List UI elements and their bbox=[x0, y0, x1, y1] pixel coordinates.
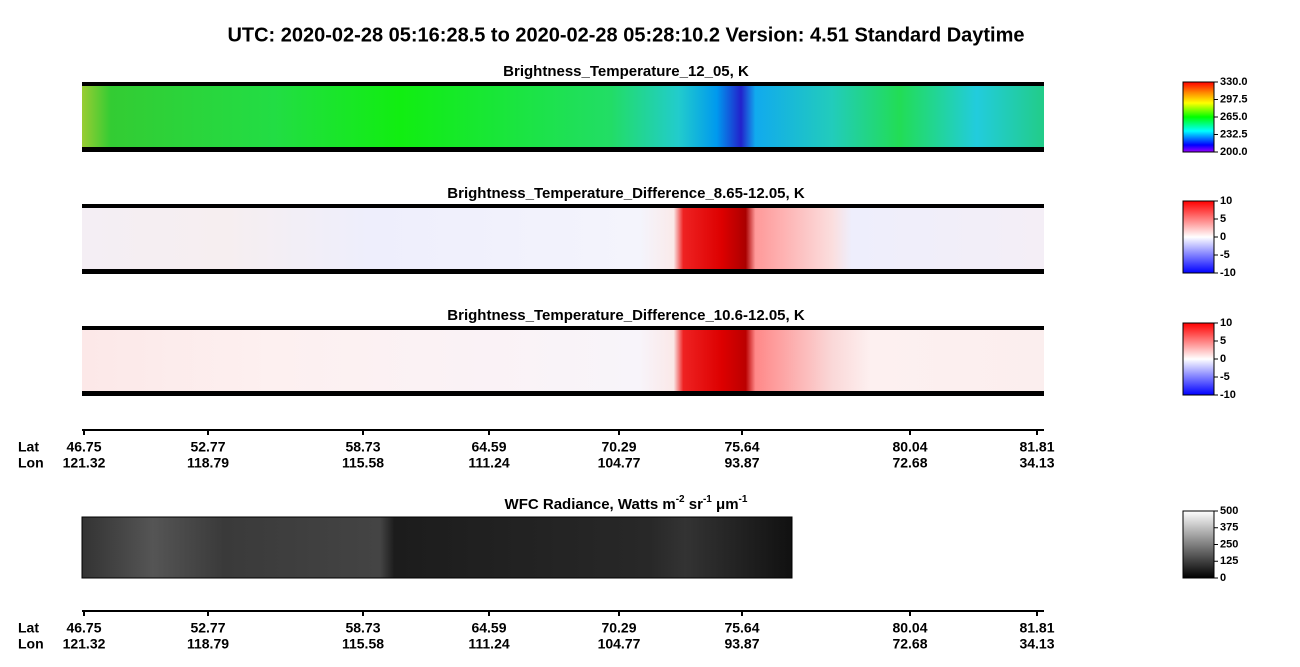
lon-label: 34.13 bbox=[1019, 636, 1054, 652]
lat-label: 64.59 bbox=[471, 620, 506, 636]
lon-label: 104.77 bbox=[598, 455, 641, 471]
title-part: -2 bbox=[676, 494, 685, 505]
lon-label: 93.87 bbox=[724, 636, 759, 652]
lon-label: 115.58 bbox=[342, 455, 384, 471]
panel-title: Brightness_Temperature_Difference_10.6-1… bbox=[447, 307, 805, 324]
lat-label: 75.64 bbox=[724, 439, 759, 455]
colorbar-tick-label: -10 bbox=[1220, 389, 1236, 401]
wfc-image bbox=[81, 516, 793, 579]
lat-label: 58.73 bbox=[345, 439, 380, 455]
axis-label: Lon bbox=[18, 636, 44, 652]
lon-label: 72.68 bbox=[892, 636, 927, 652]
colorbar-tick-label: 125 bbox=[1220, 555, 1238, 567]
colorbar bbox=[1182, 81, 1215, 153]
panel-title: Brightness_Temperature_Difference_8.65-1… bbox=[447, 185, 805, 202]
colorbar-tick-label: 500 bbox=[1220, 505, 1238, 517]
colorbar-tick-label: 0 bbox=[1220, 231, 1226, 243]
colorbar-tick-label: 10 bbox=[1220, 195, 1232, 207]
swath-borders bbox=[82, 82, 1044, 396]
lat-label: 80.04 bbox=[892, 439, 927, 455]
panel-title: WFC Radiance, Watts m-2 sr-1 μm-1 bbox=[505, 494, 748, 513]
title-part: -1 bbox=[739, 494, 748, 505]
colorbar-tick-label: 297.5 bbox=[1220, 93, 1248, 105]
panel-images bbox=[81, 82, 1044, 579]
colorbar-tick-label: 0 bbox=[1220, 353, 1226, 365]
lon-label: 34.13 bbox=[1019, 455, 1054, 471]
lon-label: 115.58 bbox=[342, 636, 384, 652]
lon-label: 111.24 bbox=[468, 636, 509, 652]
lat-label: 70.29 bbox=[601, 620, 636, 636]
lat-label: 58.73 bbox=[345, 620, 380, 636]
lat-label: 81.81 bbox=[1019, 439, 1054, 455]
colorbar-tick-label: 265.0 bbox=[1220, 111, 1248, 123]
lon-label: 118.79 bbox=[187, 636, 229, 652]
title-part: -1 bbox=[703, 494, 712, 505]
colorbar-tick-label: 10 bbox=[1220, 317, 1232, 329]
lon-label: 118.79 bbox=[187, 455, 229, 471]
colorbar-tick-label: 200.0 bbox=[1220, 146, 1248, 158]
lat-label: 80.04 bbox=[892, 620, 927, 636]
colorbar bbox=[1182, 200, 1215, 274]
lon-label: 121.32 bbox=[63, 455, 106, 471]
colorbar-tick-label: 5 bbox=[1220, 213, 1226, 225]
lon-label: 72.68 bbox=[892, 455, 927, 471]
axis-label: Lat bbox=[18, 439, 39, 455]
lat-label: 75.64 bbox=[724, 620, 759, 636]
btd-image bbox=[82, 207, 1044, 272]
title-part: sr bbox=[685, 496, 704, 513]
lon-label: 121.32 bbox=[63, 636, 106, 652]
colorbar-tick-label: 375 bbox=[1220, 522, 1238, 534]
lat-label: 46.75 bbox=[66, 620, 101, 636]
title-part: μm bbox=[712, 496, 739, 513]
panel-title: Brightness_Temperature_12_05, K bbox=[503, 63, 749, 80]
axis-label: Lat bbox=[18, 620, 39, 636]
colorbar-tick-label: 0 bbox=[1220, 572, 1226, 584]
lat-label: 81.81 bbox=[1019, 620, 1054, 636]
colorbar-tick-label: -10 bbox=[1220, 267, 1236, 279]
lon-label: 104.77 bbox=[598, 636, 641, 652]
title-part: WFC Radiance, Watts m bbox=[505, 496, 676, 513]
colorbar-tick-label: -5 bbox=[1220, 249, 1230, 261]
colorbar-tick-label: 5 bbox=[1220, 335, 1226, 347]
btd-image bbox=[82, 329, 1044, 394]
colorbar-tick-label: 232.5 bbox=[1220, 128, 1248, 140]
colorbar-tick-label: 250 bbox=[1220, 538, 1238, 550]
lat-label: 46.75 bbox=[66, 439, 101, 455]
colorbar-tick-label: -5 bbox=[1220, 371, 1230, 383]
colorbar-tick-label: 330.0 bbox=[1220, 76, 1248, 88]
lat-label: 52.77 bbox=[190, 620, 225, 636]
lon-label: 111.24 bbox=[468, 455, 509, 471]
lon-label: 93.87 bbox=[724, 455, 759, 471]
axis-label: Lon bbox=[18, 455, 44, 471]
lat-label: 70.29 bbox=[601, 439, 636, 455]
bt-image bbox=[82, 85, 1044, 150]
page-title: UTC: 2020-02-28 05:16:28.5 to 2020-02-28… bbox=[227, 24, 1024, 46]
colorbar bbox=[1182, 510, 1215, 579]
colorbar bbox=[1182, 322, 1215, 396]
lat-label: 64.59 bbox=[471, 439, 506, 455]
lat-label: 52.77 bbox=[190, 439, 225, 455]
